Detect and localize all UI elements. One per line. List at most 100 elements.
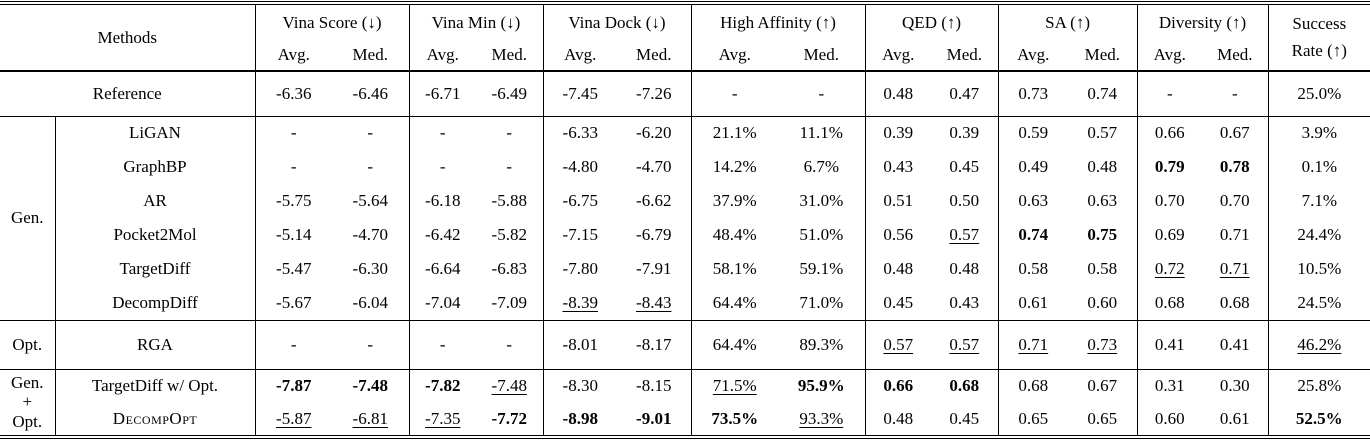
value-cell: 0.58 <box>1087 259 1118 278</box>
method-name: GraphBP <box>123 157 187 176</box>
value-cell: 0.66 <box>864 369 932 403</box>
value-cell: 0.48 <box>864 252 932 286</box>
value-cell: -4.70 <box>636 157 672 176</box>
value-cell: 51.0% <box>799 225 844 244</box>
value-cell: -7.48 <box>491 376 527 396</box>
value-cell: -7.35 <box>408 403 476 437</box>
value-cell: 89.3% <box>799 334 844 354</box>
value-cell: -7.45 <box>542 71 617 116</box>
value-cell: - <box>506 157 513 176</box>
value-cell: 0.69 <box>1136 218 1203 252</box>
value-cell: 71.5% <box>690 369 779 403</box>
value-cell: 24.4% <box>1267 218 1370 252</box>
value-cell: 0.48 <box>864 403 932 437</box>
results-table: Methods Vina Score (↓) Vina Min (↓) Vina… <box>0 1 1370 439</box>
value-cell: 0.67 <box>1219 123 1250 143</box>
value-cell: -6.30 <box>352 259 388 278</box>
table-row: AR -5.75 -5.64 -6.18 -5.88 -6.75 -6.62 37.9% 31.… <box>0 184 1370 218</box>
subheader-avg: Avg. <box>864 40 932 71</box>
value-cell: 0.61 <box>1219 409 1250 428</box>
value-cell: 0.75 <box>1087 225 1118 244</box>
value-cell: -5.87 <box>254 403 332 437</box>
value-cell: 0.56 <box>864 218 932 252</box>
value-cell: -7.80 <box>542 252 617 286</box>
value-cell: 0.79 <box>1136 150 1203 184</box>
subheader-avg: Avg. <box>997 40 1069 71</box>
value-cell: - <box>818 83 825 103</box>
value-cell: -8.43 <box>636 292 672 312</box>
value-cell: - <box>254 320 332 369</box>
value-cell: 0.73 <box>1087 334 1118 354</box>
value-cell: - <box>408 116 476 150</box>
success-rate-line1: Success <box>1292 14 1347 34</box>
value-cell: -6.75 <box>542 184 617 218</box>
value-cell: 25.8% <box>1267 369 1370 403</box>
value-cell: 0.68 <box>997 369 1069 403</box>
value-cell: 6.7% <box>803 157 839 176</box>
group-label: Gen. <box>0 116 56 320</box>
value-cell: -4.80 <box>542 150 617 184</box>
value-cell: 0.30 <box>1219 376 1250 396</box>
value-cell: 0.71 <box>997 320 1069 369</box>
value-cell: 0.49 <box>997 150 1069 184</box>
value-cell: 59.1% <box>799 259 844 278</box>
value-cell: 0.51 <box>864 184 932 218</box>
col-header-vina-min: Vina Min (↓) <box>408 3 543 40</box>
methods-column-header: Methods <box>97 27 158 47</box>
value-cell: 0.60 <box>1087 292 1118 312</box>
subheader-avg: Avg. <box>1136 40 1203 71</box>
value-cell: -5.82 <box>491 225 527 244</box>
value-cell: 7.1% <box>1267 184 1370 218</box>
value-cell: - <box>408 150 476 184</box>
value-cell: 0.43 <box>864 150 932 184</box>
value-cell: -6.36 <box>254 71 332 116</box>
value-cell: 48.4% <box>690 218 779 252</box>
value-cell: 0.50 <box>949 191 980 210</box>
value-cell: -5.64 <box>352 191 388 210</box>
subheader-avg: Avg. <box>690 40 779 71</box>
value-cell: 21.1% <box>690 116 779 150</box>
value-cell: 3.9% <box>1267 116 1370 150</box>
method-name: RGA <box>137 334 173 354</box>
value-cell: 93.3% <box>799 409 844 428</box>
method-name: LiGAN <box>129 123 181 143</box>
value-cell: - <box>367 157 374 176</box>
value-cell: 0.45 <box>864 286 932 320</box>
value-cell: 0.65 <box>1087 409 1118 428</box>
subheader-med: Med. <box>803 45 839 64</box>
value-cell: -6.71 <box>408 71 476 116</box>
value-cell: 0.1% <box>1267 150 1370 184</box>
method-name: AR <box>143 191 167 210</box>
value-cell: -8.15 <box>636 376 672 396</box>
value-cell: - <box>254 150 332 184</box>
value-cell: -6.33 <box>542 116 617 150</box>
value-cell: 0.43 <box>949 292 980 312</box>
method-name: TargetDiff <box>119 259 191 278</box>
value-cell: 52.5% <box>1267 403 1370 437</box>
value-cell: 0.65 <box>997 403 1069 437</box>
value-cell: - <box>506 123 513 143</box>
value-cell: 0.45 <box>949 157 980 176</box>
table-row: Gen. + Opt. TargetDiff w/ Opt. -7.87 -7.48 -7.… <box>0 369 1370 437</box>
value-cell: 0.68 <box>1136 286 1203 320</box>
col-header-vina-dock: Vina Dock (↓) <box>542 3 692 40</box>
value-cell: 10.5% <box>1267 252 1370 286</box>
value-cell: 0.58 <box>997 252 1069 286</box>
value-cell: - <box>367 334 374 354</box>
subheader-avg: Avg. <box>408 40 476 71</box>
subheader-med: Med. <box>1084 45 1120 64</box>
value-cell: 0.71 <box>1219 259 1250 278</box>
value-cell: 0.63 <box>997 184 1069 218</box>
value-cell: 0.59 <box>997 116 1069 150</box>
value-cell: - <box>367 123 374 143</box>
value-cell: -7.04 <box>408 286 476 320</box>
method-name: Pocket2Mol <box>113 225 197 244</box>
table-row: Opt. RGA - - - - -8.01 -8.17 64.4% 89.3% 0.57 0.57 0… <box>0 320 1370 369</box>
group-label: Gen. + Opt. <box>0 369 56 437</box>
subheader-med: Med. <box>1217 45 1253 64</box>
value-cell: -6.20 <box>636 123 672 143</box>
value-cell: 0.68 <box>949 376 980 396</box>
method-name: TargetDiff w/ Opt. <box>91 376 219 396</box>
value-cell: 0.57 <box>864 320 932 369</box>
